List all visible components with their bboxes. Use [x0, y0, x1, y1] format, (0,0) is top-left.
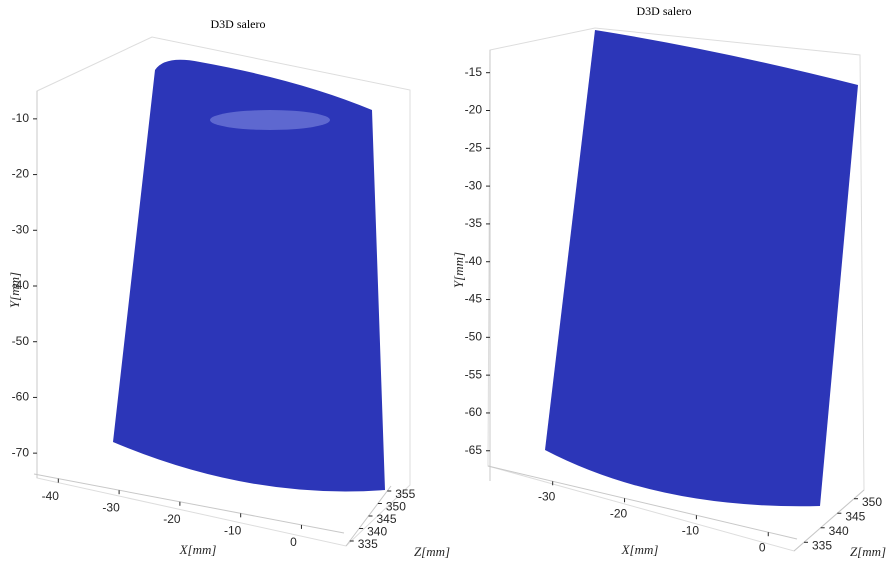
y-tick-label: -20 [465, 103, 483, 117]
x-tick-label: 0 [290, 535, 297, 549]
z-tick-label: 355 [395, 487, 415, 501]
x-axis-label: X[mm] [179, 542, 217, 557]
highlight [210, 110, 330, 130]
x-tick-label: -20 [163, 512, 181, 526]
x-tick-label: -10 [224, 524, 242, 538]
chart-title: D3D salero [637, 4, 692, 18]
y-tick-label: -40 [12, 278, 30, 292]
x-tick-label: -30 [538, 489, 556, 503]
z-tick-label: 340 [367, 525, 387, 539]
y-tick-label: -35 [465, 216, 483, 230]
z-axis-label: Z[mm] [414, 544, 450, 559]
x-tick-label: -10 [682, 523, 700, 537]
chart-title: D3D salero [211, 17, 266, 31]
y-tick-label: -55 [465, 367, 483, 381]
panel-left [34, 37, 410, 546]
z-tick-label: 340 [829, 524, 849, 538]
y-tick-label: -70 [12, 445, 30, 459]
x-axis-label: X[mm] [621, 542, 659, 557]
y-tick-label: -30 [12, 222, 30, 236]
z-axis-label: Z[mm] [850, 544, 886, 559]
y-tick-label: -10 [12, 111, 30, 125]
z-tick-label: 335 [358, 537, 378, 551]
y-tick-label: -60 [465, 405, 483, 419]
x-tick-label: -40 [42, 489, 60, 503]
x-tick-label: -20 [610, 506, 628, 520]
z-tick-label: 345 [377, 512, 397, 526]
y-tick-label: -50 [465, 330, 483, 344]
screenshot: D3D saleroX[mm]Z[mm]Y[mm]-40-30-20-100-7… [0, 0, 889, 562]
panel-right [488, 28, 864, 551]
y-tick-label: -40 [465, 254, 483, 268]
z-tick-label: 350 [386, 500, 406, 514]
y-tick-label: -25 [465, 140, 483, 154]
y-tick-label: -30 [465, 178, 483, 192]
z-tick-label: 350 [862, 495, 882, 509]
y-tick-label: -60 [12, 390, 30, 404]
z-tick-label: 345 [845, 509, 865, 523]
y-tick-label: -15 [465, 65, 483, 79]
y-tick-label: -45 [465, 292, 483, 306]
y-tick-label: -65 [465, 443, 483, 457]
x-tick-label: -30 [102, 500, 120, 514]
z-tick-label: 335 [812, 538, 832, 552]
surface [545, 30, 858, 506]
y-tick-label: -50 [12, 334, 30, 348]
x-tick-label: 0 [759, 540, 766, 554]
y-tick-label: -20 [12, 167, 30, 181]
